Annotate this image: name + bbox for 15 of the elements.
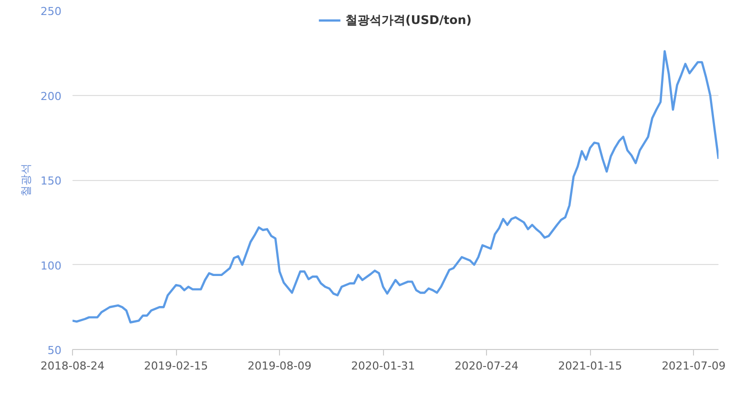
y-tick-label: 200 xyxy=(40,90,62,103)
x-tick-label: 2021-01-15 xyxy=(558,360,622,372)
x-tick-label: 2020-07-24 xyxy=(454,360,519,372)
x-tick-label: 2019-08-09 xyxy=(248,360,312,372)
y-tick-label: 250 xyxy=(40,5,62,18)
x-tick-label: 2019-02-15 xyxy=(144,360,208,372)
x-tick-label: 2020-01-31 xyxy=(351,360,416,372)
line-series xyxy=(72,50,718,324)
y-tick-label: 50 xyxy=(48,344,62,357)
x-tick-label: 2021-07-09 xyxy=(662,360,726,372)
y-tick-label: 150 xyxy=(40,174,62,188)
x-tick-label: 2018-08-24 xyxy=(40,360,104,372)
y-tick-label: 100 xyxy=(40,259,62,272)
legend-label: 철광석가격(USD/ton) xyxy=(345,12,472,28)
y-axis-title: 철광석 xyxy=(20,164,33,196)
